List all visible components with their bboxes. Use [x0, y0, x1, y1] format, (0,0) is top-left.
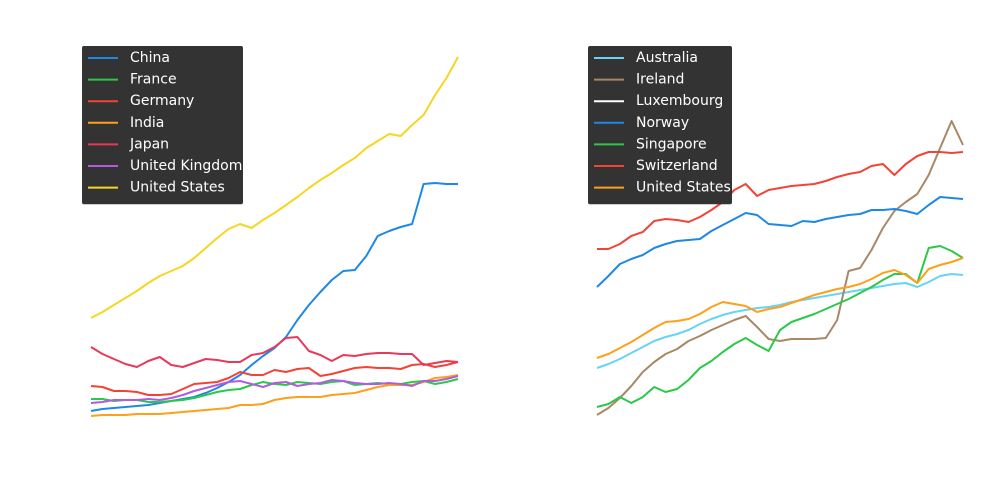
legend: Australia Ireland Luxembourg Norway Singapor… — [588, 46, 732, 205]
legend-label: India — [130, 115, 164, 131]
series-line — [90, 56, 459, 319]
legend-label: Australia — [636, 50, 698, 66]
legend-box — [588, 46, 732, 205]
series-line — [90, 361, 459, 396]
series-line — [596, 120, 964, 416]
series-line — [596, 273, 964, 369]
series-line — [90, 182, 458, 412]
plot — [90, 56, 459, 417]
legend-label: Japan — [129, 136, 169, 152]
series-line — [596, 245, 964, 408]
series-line — [596, 257, 964, 359]
legend-label: Switzerland — [636, 158, 718, 174]
legend-label: Germany — [130, 93, 194, 109]
series-line — [90, 374, 459, 417]
series-line — [90, 336, 459, 368]
series-line — [90, 375, 459, 404]
legend-box — [82, 46, 243, 205]
legend-label: Ireland — [636, 72, 684, 88]
legend-label: China — [130, 50, 170, 66]
legend-label: France — [130, 72, 177, 88]
legend: China France Germany India Japan United Kingd… — [82, 46, 243, 205]
legend-label: Norway — [636, 115, 689, 131]
series-line — [597, 151, 964, 250]
legend-label: United Kingdom — [130, 158, 242, 174]
legend-label: Luxembourg — [636, 93, 723, 109]
legend-label: United States — [130, 180, 225, 196]
series-line — [596, 196, 964, 288]
legend-label: Singapore — [636, 136, 707, 152]
plot — [596, 120, 964, 416]
legend-label: United States — [636, 180, 731, 196]
